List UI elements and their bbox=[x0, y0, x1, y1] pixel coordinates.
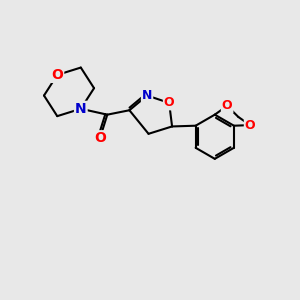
Text: O: O bbox=[222, 99, 232, 112]
Text: O: O bbox=[164, 96, 175, 110]
Text: N: N bbox=[75, 102, 87, 116]
Text: O: O bbox=[51, 68, 63, 82]
Text: O: O bbox=[245, 118, 255, 132]
Text: O: O bbox=[94, 131, 106, 145]
Text: N: N bbox=[142, 89, 152, 102]
